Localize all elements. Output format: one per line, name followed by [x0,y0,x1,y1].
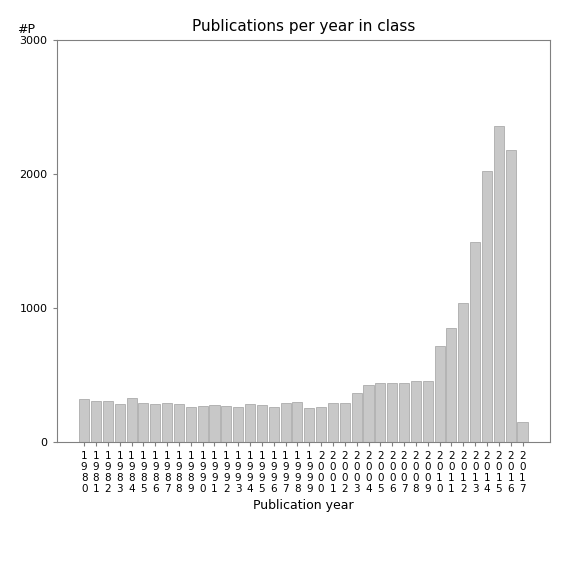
Bar [434,346,445,442]
Bar [126,398,137,442]
Bar [233,407,243,442]
Bar [174,404,184,442]
Bar [304,408,314,442]
Bar [221,406,231,442]
Bar [198,406,208,442]
Bar [79,399,89,442]
Bar [103,401,113,442]
Bar [186,407,196,442]
Bar [293,402,302,442]
Bar [162,403,172,442]
Bar [269,407,279,442]
Bar [91,401,101,442]
Text: #P: #P [17,23,35,36]
Bar [328,403,338,442]
Bar [340,403,350,442]
Bar [458,303,468,442]
Bar [209,405,219,442]
Bar [470,242,480,442]
Bar [257,405,267,442]
Bar [494,125,504,442]
Bar [363,384,374,442]
X-axis label: Publication year: Publication year [253,499,354,512]
Bar [423,380,433,442]
Bar [399,383,409,442]
Bar [518,422,527,442]
Title: Publications per year in class: Publications per year in class [192,19,415,35]
Bar [138,403,149,442]
Bar [245,404,255,442]
Bar [506,150,516,442]
Bar [446,328,456,442]
Bar [411,380,421,442]
Bar [316,407,326,442]
Bar [115,404,125,442]
Bar [281,403,291,442]
Bar [387,383,397,442]
Bar [150,404,160,442]
Bar [375,383,386,442]
Bar [352,392,362,442]
Bar [482,171,492,442]
